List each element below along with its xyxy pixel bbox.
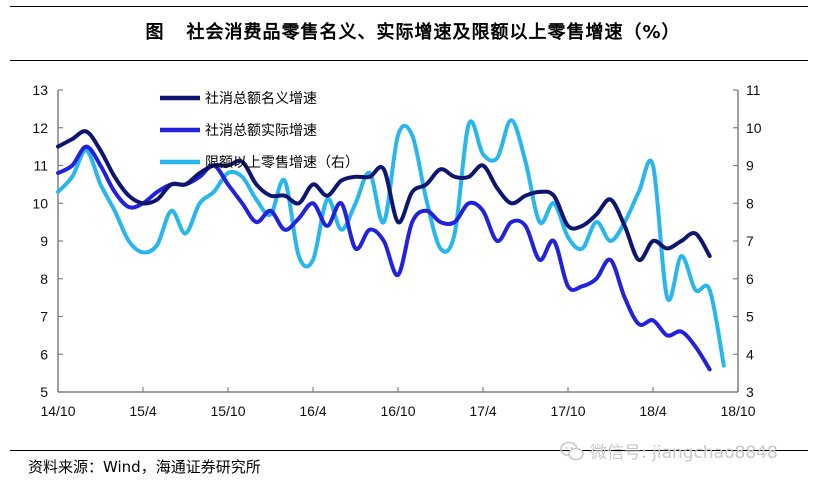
legend-label: 社消总额实际增速 [205,123,317,139]
y-left-tick-label: 5 [40,384,48,400]
y-right-tick-label: 5 [746,309,754,325]
y-right-tick-label: 4 [746,346,754,362]
y-right-tick-label: 9 [746,158,754,174]
x-tick-label: 17/4 [469,403,496,419]
bottom-rule [10,450,808,451]
y-left-tick-label: 10 [32,195,48,211]
source-note: 资料来源：Wind，海通证券研究所 [28,458,261,476]
wechat-icon [560,441,584,460]
watermark: 微信号: jiangchao8848 [560,438,778,463]
y-left-tick-label: 8 [40,271,48,287]
chart-title: 图社会消费品零售名义、实际增速及限额以上零售增速（%） [0,18,826,44]
figure-label: 图 [145,22,165,43]
y-left-tick-label: 7 [40,309,48,325]
x-tick-label: 14/10 [40,403,75,419]
series-nominal-line [56,129,712,262]
y-left-tick-label: 13 [32,82,48,98]
series-lines [56,118,726,372]
y-left-tick-label: 6 [40,346,48,362]
axes: 5 6 7 8 9 10 11 12 13 3 4 5 6 7 8 9 10 11 14/10 15/4 15/10 16… [32,82,761,419]
x-tick-label: 18/4 [639,403,666,419]
legend-label: 限额以上零售增速（右） [205,155,359,171]
watermark-text: 微信号: jiangchao8848 [590,443,778,463]
x-tick-label: 16/10 [380,403,415,419]
x-tick-label: 15/4 [129,403,156,419]
x-tick-label: 16/4 [299,403,326,419]
y-right-tick-label: 7 [746,233,754,249]
y-right-tick-label: 8 [746,195,754,211]
y-left-tick-label: 11 [33,158,48,174]
y-right-tick-label: 11 [746,82,761,98]
title-rule [10,60,808,61]
series-above-quota-line [56,118,726,368]
top-rule [10,6,808,7]
y-right-tick-label: 3 [746,384,754,400]
legend-item-above-quota: 限额以上零售增速（右） [160,155,359,171]
x-tick-label: 18/10 [720,403,755,419]
y-left-tick-label: 9 [40,233,48,249]
x-tick-label: 17/10 [550,403,585,419]
legend-item-real: 社消总额实际增速 [160,123,317,139]
y-left-tick-label: 12 [32,120,48,136]
y-right-tick-label: 6 [746,271,754,287]
legend-label: 社消总额名义增速 [205,91,317,107]
legend-item-nominal: 社消总额名义增速 [160,91,317,107]
title-text: 社会消费品零售名义、实际增速及限额以上零售增速（%） [186,22,681,43]
x-tick-label: 15/10 [210,403,245,419]
series-real-line [56,144,712,372]
y-right-tick-label: 10 [746,120,762,136]
